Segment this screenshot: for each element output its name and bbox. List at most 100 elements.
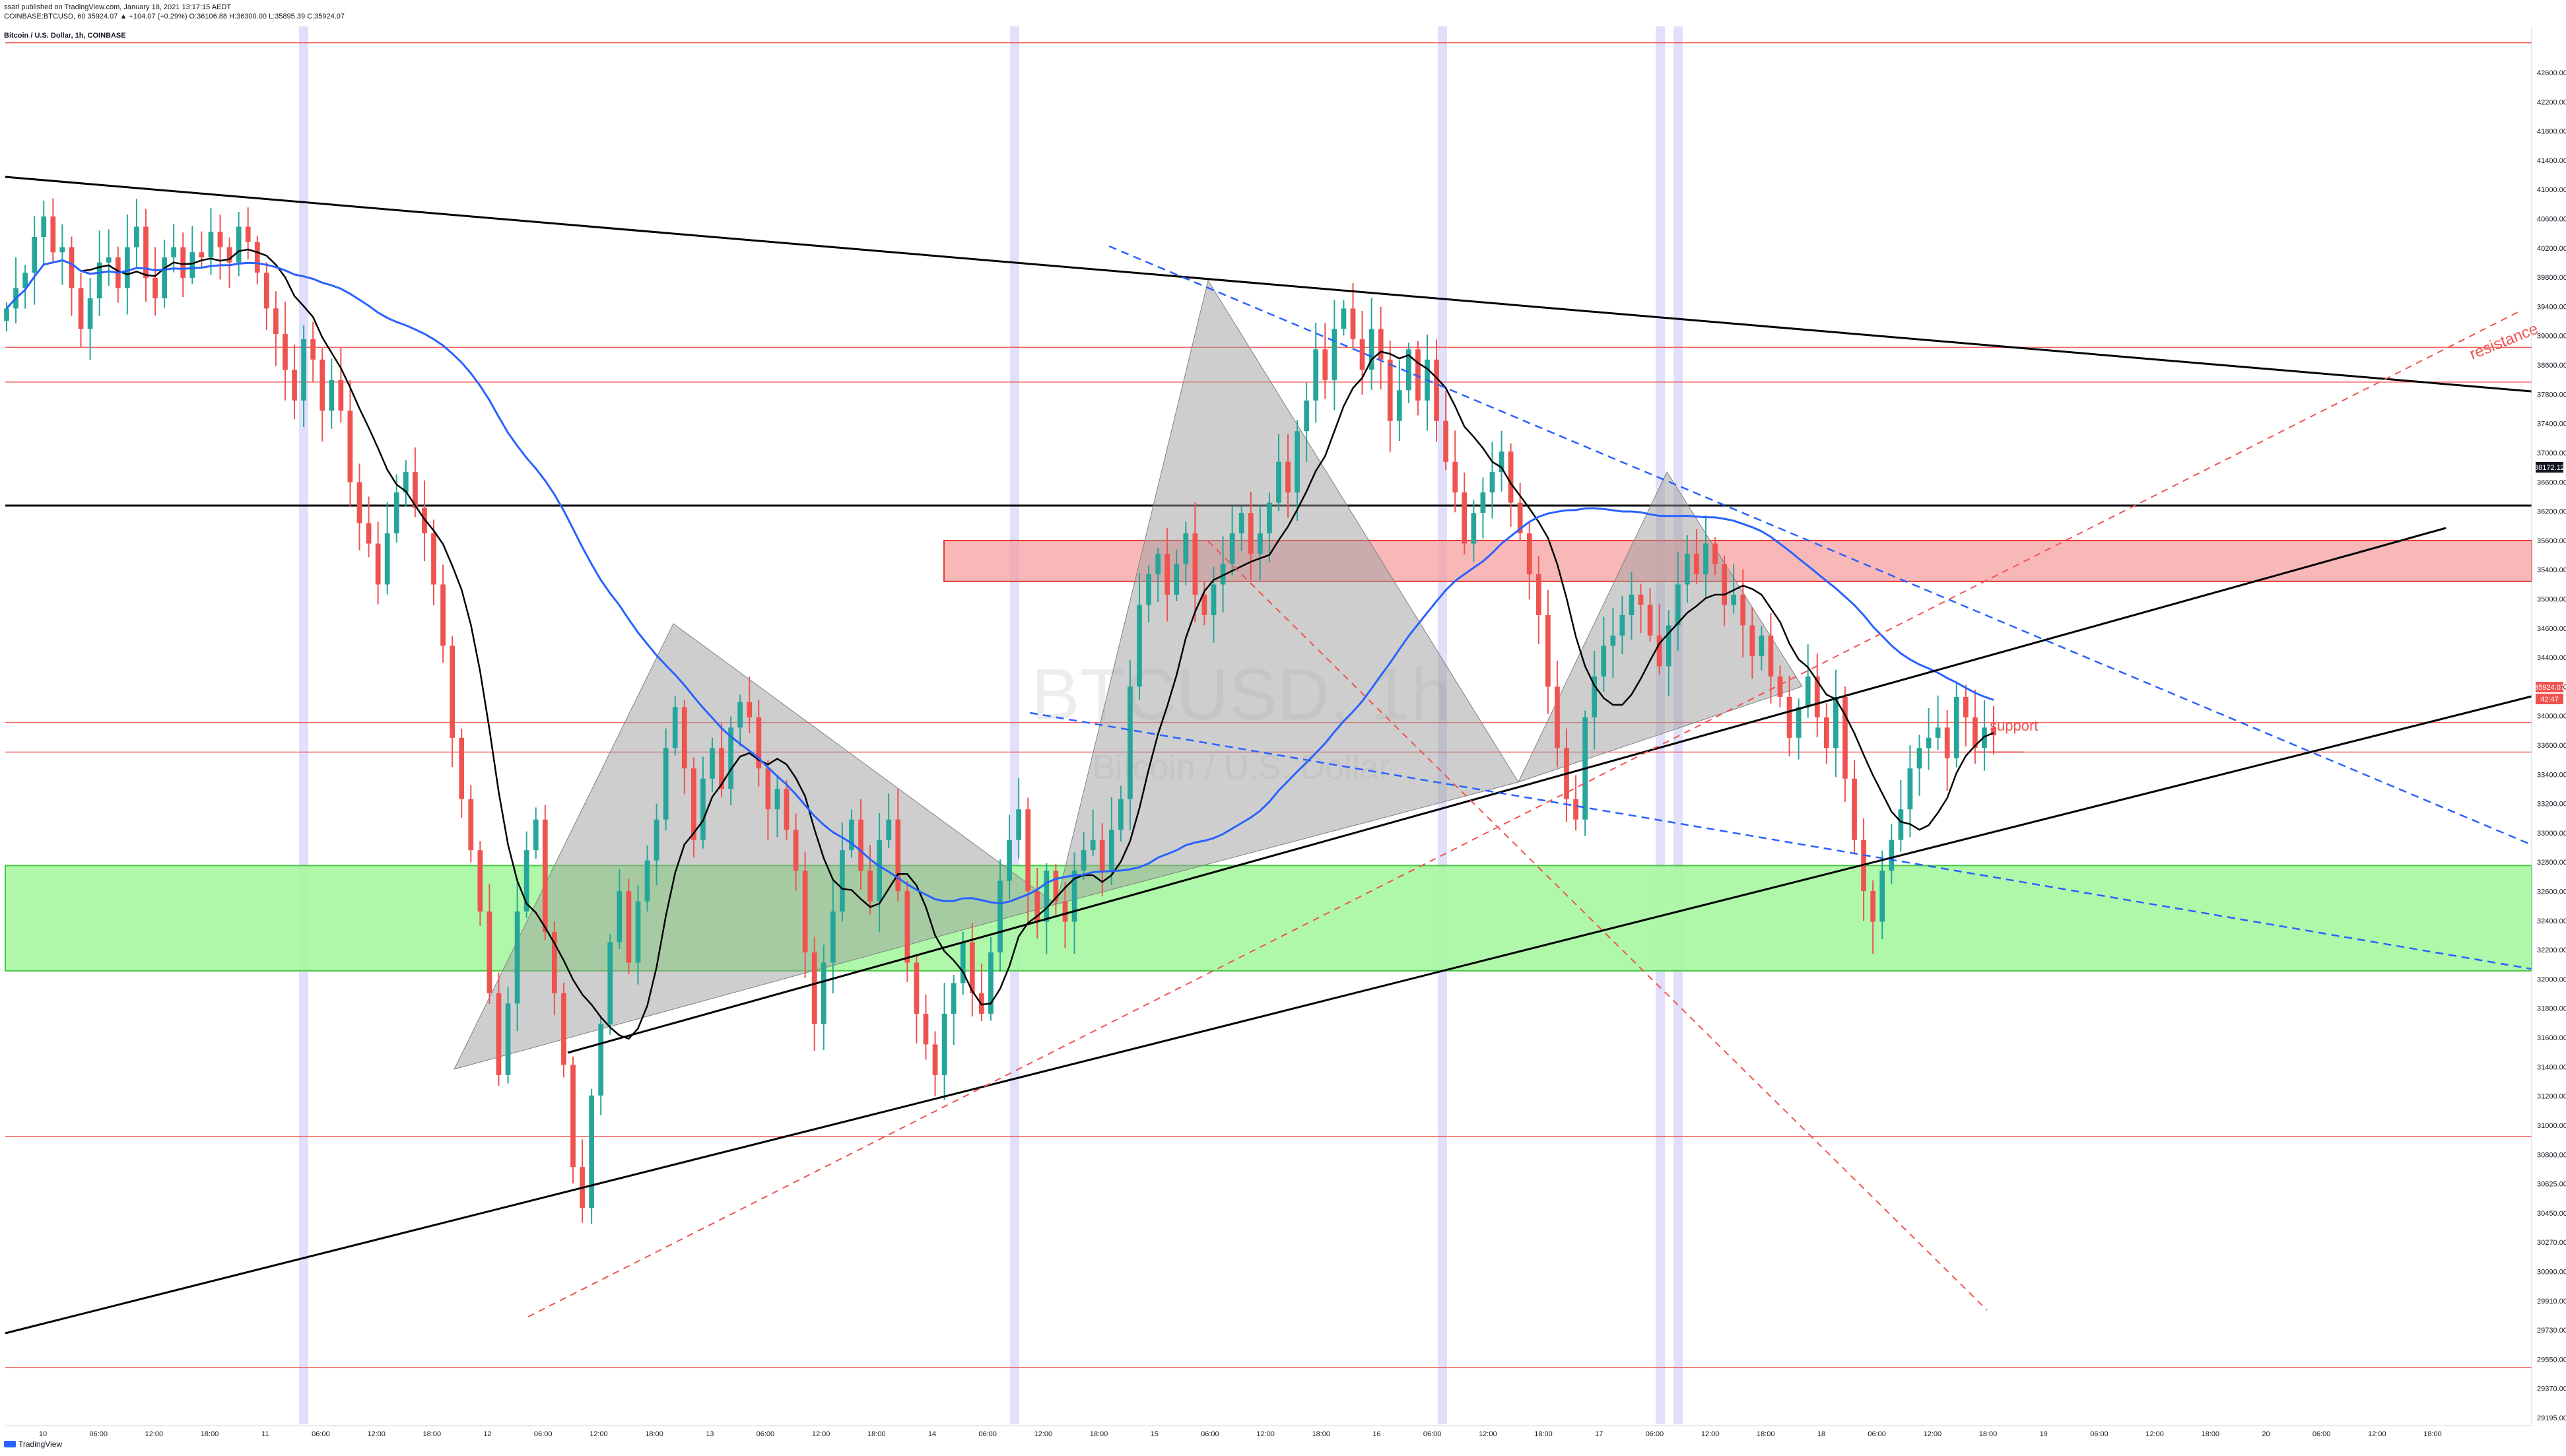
symbol-line: COINBASE:BTCUSD, 60 35924.07 ▲ +104.07 (… bbox=[4, 13, 345, 20]
candle-body bbox=[106, 257, 112, 263]
candle-body bbox=[681, 707, 687, 769]
candle-body bbox=[1192, 533, 1198, 595]
candle-body bbox=[487, 911, 492, 993]
candle-body bbox=[914, 962, 920, 1014]
candle-body bbox=[1796, 707, 1802, 738]
candle-body bbox=[1907, 768, 1913, 810]
candle-body bbox=[320, 359, 325, 411]
candle-body bbox=[87, 298, 93, 329]
x-tick-label: 12:00 bbox=[1924, 1430, 1942, 1438]
candle-body bbox=[329, 380, 335, 411]
y-tick-label: 41800.00 bbox=[2537, 128, 2566, 136]
candle-body bbox=[301, 339, 306, 401]
candle-body bbox=[69, 247, 75, 288]
candle-body bbox=[393, 492, 399, 534]
price-tags: 38172.12 35924.07 42:47 bbox=[2534, 462, 2565, 704]
candle-body bbox=[1786, 696, 1792, 738]
candle-body bbox=[1935, 727, 1941, 738]
price-zones bbox=[5, 539, 2532, 972]
x-tick-label: 18:00 bbox=[1979, 1430, 1998, 1438]
candle-body bbox=[366, 523, 372, 544]
y-tick-label: 37400.00 bbox=[2537, 420, 2566, 428]
candle-body bbox=[932, 1044, 938, 1075]
y-tick-label: 33400.00 bbox=[2537, 771, 2566, 779]
candle-body bbox=[1128, 686, 1133, 799]
candle-body bbox=[1480, 492, 1486, 513]
candle-body bbox=[570, 1065, 576, 1168]
candle-body bbox=[152, 277, 158, 298]
candle-body bbox=[1517, 502, 1523, 534]
y-tick-label: 33600.00 bbox=[2537, 742, 2566, 750]
candle-body bbox=[1304, 400, 1310, 432]
x-tick-label: 06:00 bbox=[312, 1430, 330, 1438]
candle-body bbox=[50, 216, 56, 253]
y-tick-label: 36600.00 bbox=[2537, 479, 2566, 486]
x-tick-label: 06:00 bbox=[757, 1430, 775, 1438]
y-tick-label: 31800.00 bbox=[2537, 1005, 2566, 1013]
x-tick-label: 18:00 bbox=[2201, 1430, 2219, 1438]
candle-body bbox=[162, 257, 167, 298]
x-tick-label: 12:00 bbox=[1034, 1430, 1053, 1438]
moving-averages bbox=[5, 248, 1994, 1040]
candle-body bbox=[180, 247, 186, 278]
candle-body bbox=[143, 226, 149, 278]
candle-body bbox=[1805, 676, 1811, 708]
x-tick-label: 18:00 bbox=[1757, 1430, 1775, 1438]
y-tick-label: 32800.00 bbox=[2537, 859, 2566, 867]
series-title: Bitcoin / U.S. Dollar, 1h, COINBASE bbox=[4, 32, 126, 40]
chart-patterns bbox=[454, 279, 1803, 1070]
support-zone bbox=[5, 865, 2532, 972]
candle-body bbox=[1694, 554, 1699, 575]
candle-body bbox=[1703, 543, 1708, 575]
y-tick-label: 30800.00 bbox=[2537, 1151, 2566, 1159]
candle-body bbox=[802, 871, 808, 953]
candle-body bbox=[1452, 461, 1458, 493]
tradingview-brand[interactable]: TradingView bbox=[4, 1439, 62, 1449]
candle-body bbox=[1823, 717, 1829, 748]
countdown-tag bbox=[2536, 694, 2563, 704]
candle-body bbox=[589, 1095, 594, 1208]
candle-body bbox=[1285, 461, 1291, 493]
y-tick-label: 30090.00 bbox=[2537, 1268, 2566, 1276]
candle-body bbox=[356, 482, 362, 523]
candle-body bbox=[728, 727, 733, 789]
candle-body bbox=[1489, 472, 1495, 493]
candle-body bbox=[1434, 359, 1439, 421]
candle-body bbox=[1044, 871, 1050, 922]
y-tick-label: 31400.00 bbox=[2537, 1063, 2566, 1071]
candle-body bbox=[1378, 329, 1384, 360]
x-tick-label: 15 bbox=[1151, 1430, 1159, 1438]
candle-body bbox=[551, 932, 557, 993]
y-tick-label: 29550.00 bbox=[2537, 1356, 2566, 1364]
candle-body bbox=[941, 1013, 947, 1075]
candle-body bbox=[41, 216, 47, 238]
candle-body bbox=[635, 901, 641, 963]
y-tick-label: 31600.00 bbox=[2537, 1034, 2566, 1042]
candle-body bbox=[468, 799, 474, 851]
candle-body bbox=[997, 880, 1003, 953]
lower-dashed-channel-line bbox=[1029, 711, 2532, 970]
x-tick-label: 20 bbox=[2262, 1430, 2270, 1438]
candle-body bbox=[1842, 696, 1848, 779]
tradingview-logo-icon bbox=[4, 1441, 16, 1447]
candle-body bbox=[1684, 554, 1690, 585]
candle-body bbox=[440, 584, 446, 646]
candle-body bbox=[1916, 748, 1922, 769]
candle-body bbox=[292, 370, 297, 401]
y-tick-label: 29370.00 bbox=[2537, 1385, 2566, 1393]
candle-body bbox=[654, 819, 659, 861]
candle-body bbox=[514, 911, 520, 1004]
candle-body bbox=[189, 252, 195, 278]
candle-body bbox=[1155, 554, 1161, 575]
x-tick-label: 14 bbox=[928, 1430, 936, 1438]
candle-body bbox=[1016, 809, 1021, 840]
candle-body bbox=[1118, 799, 1124, 830]
candle-body bbox=[477, 850, 483, 912]
neckline-trend-line bbox=[567, 527, 2447, 1054]
y-tick-label: 34600.00 bbox=[2537, 625, 2566, 633]
candle-body bbox=[263, 273, 269, 309]
candle-body bbox=[1183, 533, 1189, 564]
y-tick-label: 39800.00 bbox=[2537, 274, 2566, 282]
candle-body bbox=[1443, 420, 1449, 462]
